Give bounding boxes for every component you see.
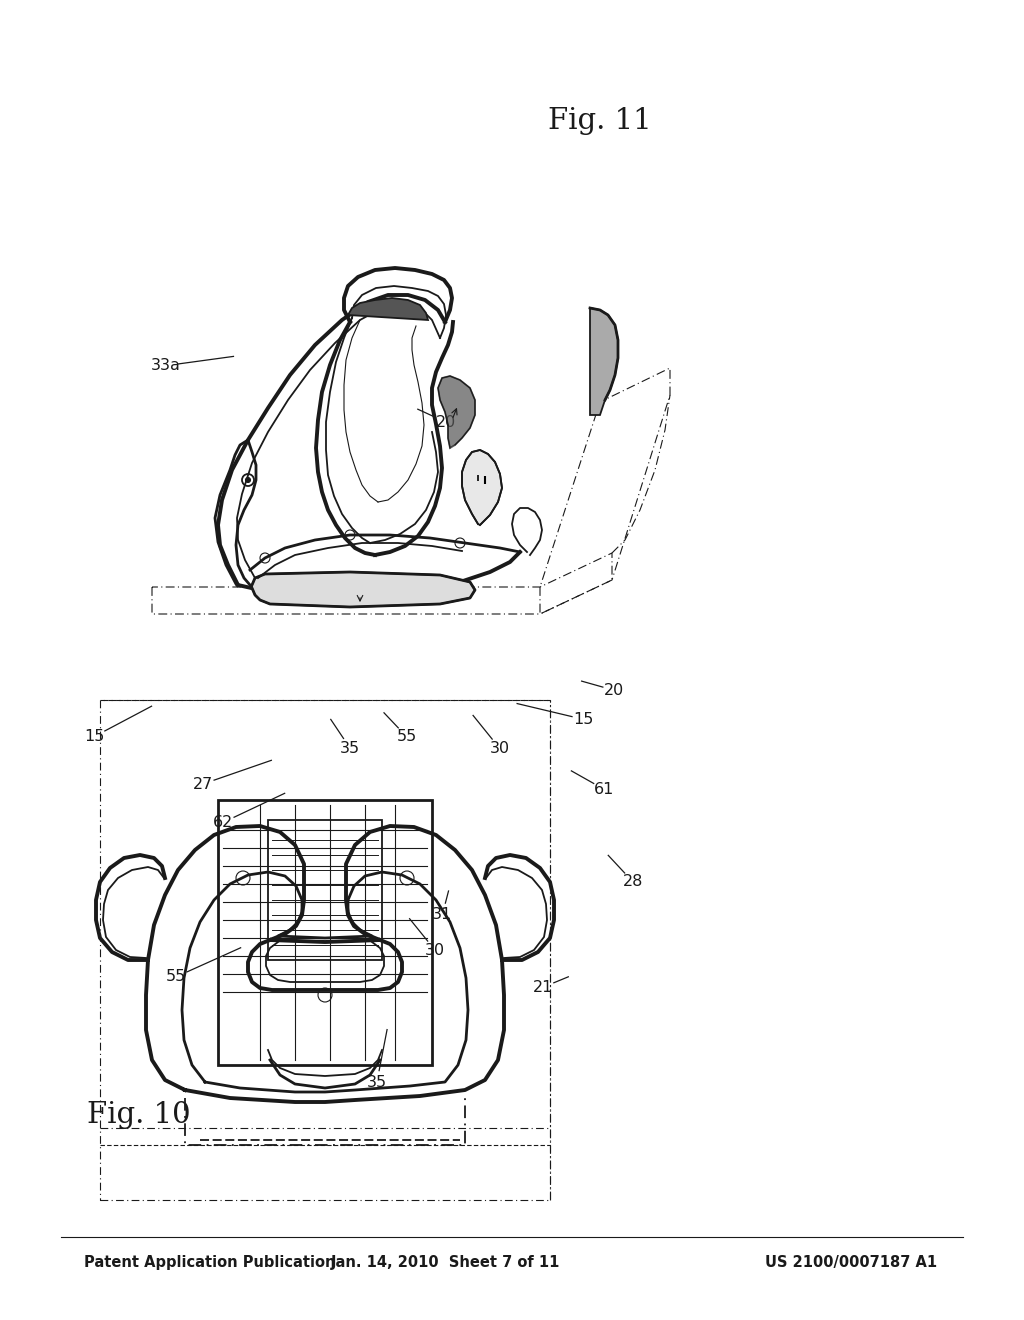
Text: Patent Application Publication: Patent Application Publication: [84, 1255, 336, 1270]
Text: 55: 55: [166, 969, 186, 985]
Polygon shape: [590, 308, 618, 414]
Text: US 2100/0007187 A1: US 2100/0007187 A1: [765, 1255, 937, 1270]
Text: 28: 28: [623, 874, 643, 890]
Polygon shape: [252, 572, 475, 607]
Polygon shape: [438, 376, 475, 447]
Bar: [100, 700, 550, 1200]
Text: 30: 30: [489, 741, 510, 756]
Polygon shape: [348, 298, 428, 319]
Text: Fig. 11: Fig. 11: [548, 107, 651, 136]
Text: 21: 21: [532, 979, 553, 995]
Text: 35: 35: [367, 1074, 387, 1090]
Text: 30: 30: [425, 942, 445, 958]
Text: 20: 20: [604, 682, 625, 698]
Text: 33a: 33a: [151, 358, 181, 374]
Text: Jan. 14, 2010  Sheet 7 of 11: Jan. 14, 2010 Sheet 7 of 11: [331, 1255, 560, 1270]
Text: 31: 31: [432, 907, 453, 923]
Text: 62: 62: [213, 814, 233, 830]
Text: 55: 55: [396, 729, 417, 744]
Text: Fig. 10: Fig. 10: [87, 1101, 190, 1130]
Text: 15: 15: [573, 711, 594, 727]
Text: 61: 61: [594, 781, 614, 797]
Polygon shape: [462, 450, 502, 525]
Text: 15: 15: [84, 729, 104, 744]
Bar: [218, 800, 432, 1065]
Text: 27: 27: [193, 776, 213, 792]
Circle shape: [246, 478, 251, 483]
Text: 20: 20: [436, 414, 457, 430]
Text: 35: 35: [340, 741, 360, 756]
Bar: [268, 820, 382, 960]
